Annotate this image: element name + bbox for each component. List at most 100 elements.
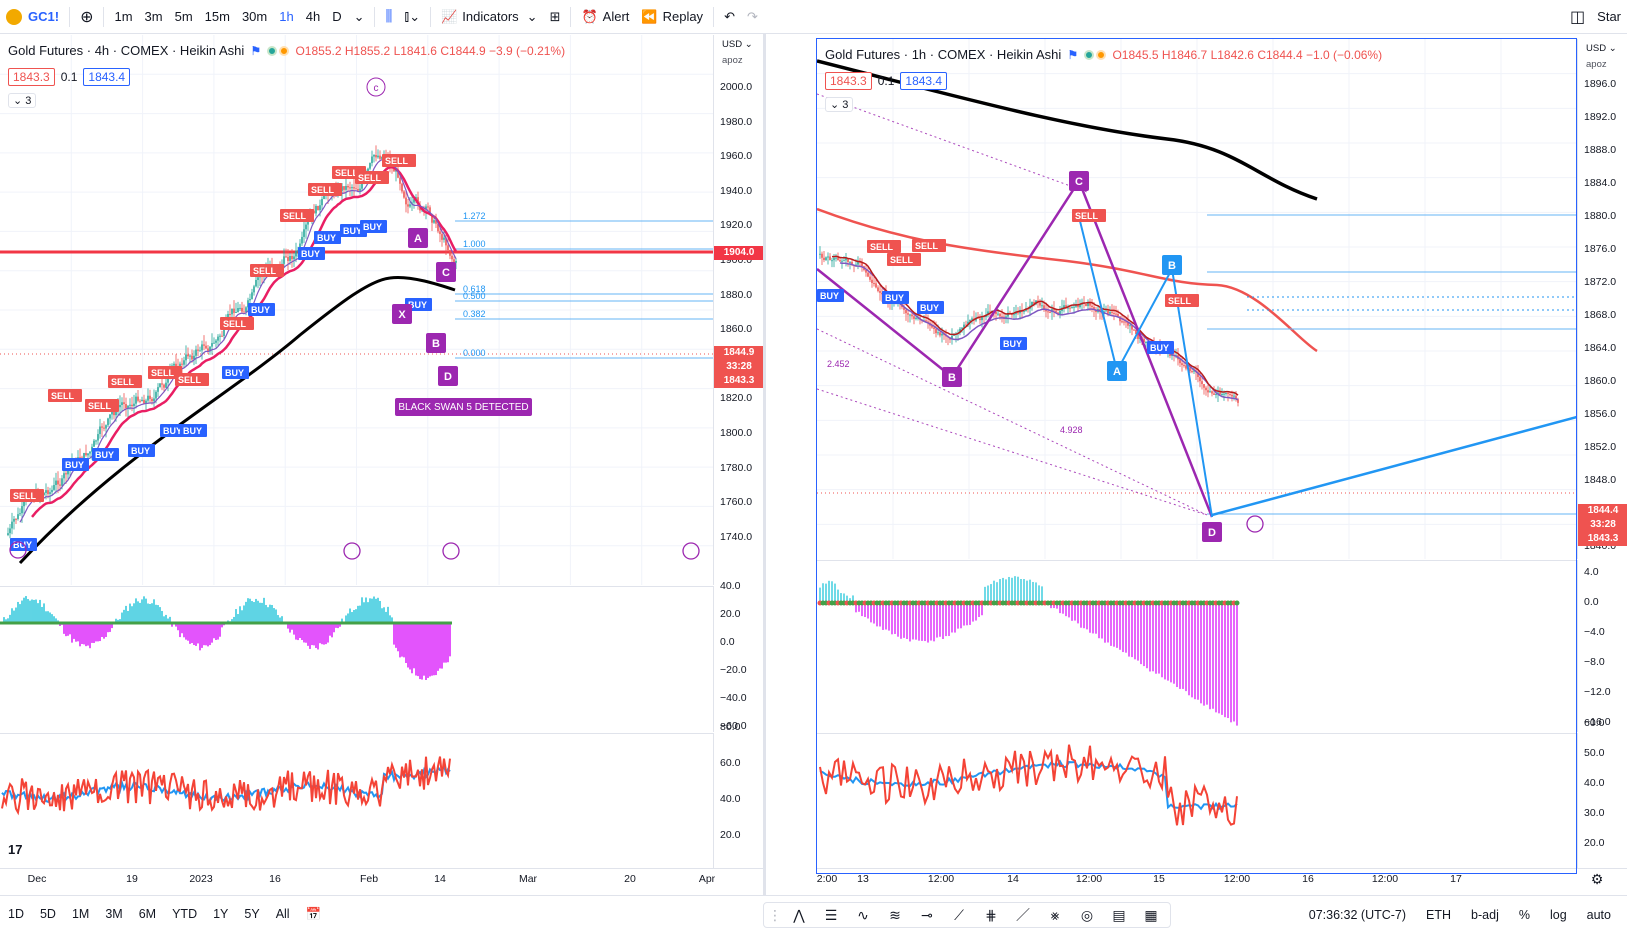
left-rsi-pane[interactable] <box>0 733 763 868</box>
fib-retracement-icon[interactable]: ⋕ <box>985 906 997 923</box>
left-chart-canvas[interactable]: 1.2721.0000.6180.5000.3820.000SELLSELLSE… <box>0 35 763 585</box>
sell-price-button[interactable]: 1843.3 <box>825 72 872 90</box>
trend-line-icon[interactable]: ⟋ <box>954 906 964 923</box>
pane-divider[interactable] <box>763 34 766 895</box>
left-oscillator-canvas <box>0 596 452 681</box>
indicators-button[interactable]: 📈 Indicators ⌄ <box>435 4 543 30</box>
xabcd-pattern-icon[interactable]: ⋀ <box>793 906 805 923</box>
right-chart-pane[interactable]: 0.3812.4524.928BCDABSELLSELLSELLSELLSELL… <box>817 39 1577 559</box>
elliott-wave-icon[interactable]: ∿ <box>857 906 869 923</box>
sell-price-button[interactable]: 1843.3 <box>8 68 55 86</box>
layout-button[interactable]: ◫ <box>1564 4 1591 30</box>
settings-gear-icon[interactable]: ⚙ <box>1590 871 1604 887</box>
left-chart-pane[interactable]: 1.272 1.000 0.618 0.500 0.382 0.000 SELL SELL SE… <box>0 35 763 585</box>
log-scale-toggle[interactable]: log <box>1549 907 1567 922</box>
session-toggle[interactable]: ETH <box>1426 907 1452 922</box>
right-price-axis[interactable]: USD ⌄ apoz 1896.0 1892.0 1888.0 1884.0 1880.0 1… <box>1577 39 1627 559</box>
range-1m[interactable]: 1M <box>71 907 90 921</box>
fib-circles-icon[interactable]: ◎ <box>1080 906 1094 923</box>
drag-handle-icon[interactable]: ⋮ <box>768 906 782 923</box>
interval-dropdown[interactable]: ⌄ <box>348 4 371 30</box>
range-5d[interactable]: 5D <box>39 907 56 921</box>
right-oscillator-pane[interactable] <box>817 560 1577 732</box>
indicators-toggle[interactable]: ⌄ 3 <box>825 97 854 112</box>
left-rsi-axis[interactable]: 80.0 60.0 40.0 20.0 <box>713 721 763 868</box>
candle-body <box>1179 359 1181 364</box>
parallel-channel-icon[interactable]: ≋ <box>889 906 901 923</box>
replay-button[interactable]: ⏪ Replay <box>635 4 709 30</box>
candle-body <box>353 187 355 189</box>
interval-3m[interactable]: 3m <box>139 4 169 30</box>
adjust-toggle[interactable]: b-adj <box>1471 907 1499 922</box>
candle-body <box>1233 395 1235 397</box>
horizontal-lines-icon[interactable]: ☰ <box>824 906 838 923</box>
alert-button[interactable]: ⏰ Alert <box>575 4 635 30</box>
buy-price-button[interactable]: 1843.4 <box>900 72 948 90</box>
auto-scale-toggle[interactable]: auto <box>1586 907 1611 922</box>
range-6m[interactable]: 6M <box>138 907 157 921</box>
undo-button[interactable]: ↶ <box>718 4 741 30</box>
candle-body <box>1123 321 1125 323</box>
goto-date-button[interactable]: 📅 <box>298 907 330 922</box>
candle-body <box>51 489 53 493</box>
interval-5m[interactable]: 5m <box>169 4 199 30</box>
range-1d[interactable]: 1D <box>8 907 24 921</box>
right-chart-canvas[interactable]: 0.3812.4524.928BCDABSELLSELLSELLSELLSELL… <box>817 39 1577 559</box>
candle-body <box>181 363 183 365</box>
candle-style-button[interactable]: ⫾ ⌄ <box>398 4 426 30</box>
percent-scale-toggle[interactable]: % <box>1518 907 1530 922</box>
left-chart-legend: Gold Futures · 4h · COMEX · Heikin Ashi … <box>8 43 565 58</box>
horizontal-ray-icon[interactable]: ⊸ <box>921 906 933 923</box>
position-tool-icon[interactable]: ▦ <box>1144 906 1158 923</box>
sell-signal-label-text: SELL <box>283 211 307 221</box>
clock-timezone[interactable]: 07:36:32 (UTC-7) <box>1308 907 1407 922</box>
right-rsi-axis[interactable]: 60.0 50.0 40.0 30.0 20.0 <box>1577 717 1627 868</box>
range-1y[interactable]: 1Y <box>213 907 229 921</box>
interval-1m[interactable]: 1m <box>108 4 138 30</box>
interval-1h[interactable]: 1h <box>273 4 299 30</box>
right-rsi-pane[interactable] <box>817 733 1577 868</box>
candle-body <box>145 400 147 404</box>
interval-15m[interactable]: 15m <box>199 4 236 30</box>
interval-d[interactable]: D <box>326 4 347 30</box>
candle-body <box>971 318 973 320</box>
candle-body <box>931 325 933 328</box>
pattern-point-b: B <box>426 333 446 353</box>
interval-30m[interactable]: 30m <box>236 4 273 30</box>
templates-button[interactable]: ⊞ <box>544 4 567 30</box>
line-tool-icon[interactable]: ／ <box>1016 907 1030 923</box>
right-time-axis[interactable]: ⚙ 2:00 13 12:00 14 12:00 15 12:00 16 12:00 17 <box>817 868 1627 890</box>
left-price-axis[interactable]: USD ⌄ apoz 2000.0 1980.0 1960.0 1940.0 1920.0 1… <box>713 35 764 585</box>
candle-body <box>413 199 415 203</box>
candle-body <box>1017 312 1019 314</box>
left-oscillator-pane[interactable] <box>0 586 763 732</box>
buy-price-button[interactable]: 1843.4 <box>83 68 131 86</box>
price-tick: 1884.0 <box>1584 177 1617 189</box>
bar-style-button[interactable]: ⫼ <box>379 4 398 30</box>
symbol-search[interactable]: GC1! <box>0 4 65 30</box>
indicators-toggle[interactable]: ⌄ 3 <box>8 93 37 108</box>
candle-body <box>85 453 87 456</box>
pattern-point-d-text: D <box>1208 527 1216 539</box>
redo-button[interactable]: ↷ <box>741 4 764 30</box>
candle-body <box>213 342 215 344</box>
tradingview-logo-icon[interactable]: 17 <box>8 842 23 857</box>
candle-body <box>103 427 105 429</box>
currency-label[interactable]: USD ⌄ <box>1586 43 1617 54</box>
right-oscillator-axis[interactable]: 4.0 0.0 −4.0 −8.0 −12.0 −16.0 <box>1577 560 1627 732</box>
gann-box-icon[interactable]: ▤ <box>1112 906 1126 923</box>
compare-add-button[interactable]: ⊕ <box>74 4 99 30</box>
candle-body <box>1129 325 1131 327</box>
range-3m[interactable]: 3M <box>105 907 123 921</box>
range-ytd[interactable]: YTD <box>172 907 198 921</box>
range-5y[interactable]: 5Y <box>244 907 260 921</box>
left-oscillator-axis[interactable]: 40.0 20.0 0.0 −20.0 −40.0 −60.0 <box>713 580 763 732</box>
star-button[interactable]: Star <box>1591 4 1627 30</box>
currency-label[interactable]: USD ⌄ <box>722 39 753 50</box>
left-time-axis[interactable]: Dec 19 2023 16 Feb 14 Mar 20 Apr <box>0 868 763 890</box>
buy-signal-label: BUY <box>882 291 909 304</box>
pattern-tool-icon[interactable]: ⨳ <box>1050 906 1060 923</box>
sell-signal-label: SELL <box>85 399 119 412</box>
range-all[interactable]: All <box>275 907 290 921</box>
interval-4h[interactable]: 4h <box>300 4 326 30</box>
